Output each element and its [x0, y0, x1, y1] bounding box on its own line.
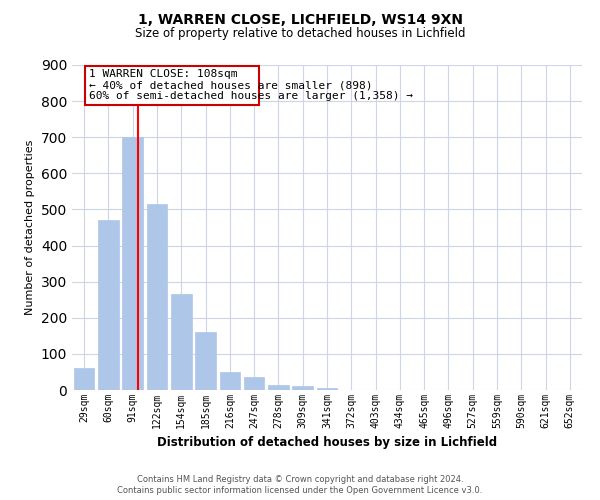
FancyBboxPatch shape [85, 66, 259, 106]
Bar [171, 294, 191, 390]
Bar [146, 204, 167, 390]
Text: Contains public sector information licensed under the Open Government Licence v3: Contains public sector information licen… [118, 486, 482, 495]
Text: Size of property relative to detached houses in Lichfield: Size of property relative to detached ho… [135, 28, 465, 40]
Text: 60% of semi-detached houses are larger (1,358) →: 60% of semi-detached houses are larger (… [89, 91, 413, 101]
X-axis label: Distribution of detached houses by size in Lichfield: Distribution of detached houses by size … [157, 436, 497, 450]
Text: Contains HM Land Registry data © Crown copyright and database right 2024.: Contains HM Land Registry data © Crown c… [137, 475, 463, 484]
Text: 1 WARREN CLOSE: 108sqm: 1 WARREN CLOSE: 108sqm [89, 70, 238, 80]
Bar [74, 368, 94, 390]
Bar [98, 220, 119, 390]
Bar [244, 378, 265, 390]
Bar [317, 388, 337, 390]
Bar [195, 332, 216, 390]
Bar [292, 386, 313, 390]
Text: 1, WARREN CLOSE, LICHFIELD, WS14 9XN: 1, WARREN CLOSE, LICHFIELD, WS14 9XN [137, 12, 463, 26]
Bar [268, 384, 289, 390]
Y-axis label: Number of detached properties: Number of detached properties [25, 140, 35, 315]
Bar [122, 137, 143, 390]
Bar [220, 372, 240, 390]
Text: ← 40% of detached houses are smaller (898): ← 40% of detached houses are smaller (89… [89, 80, 373, 90]
